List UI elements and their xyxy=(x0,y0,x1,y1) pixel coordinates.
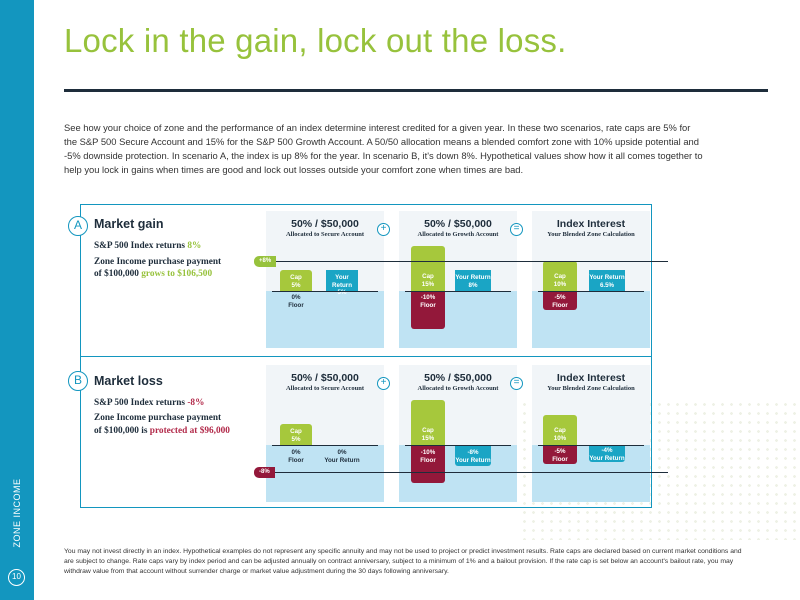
box-subheading: Allocated to Secure Account xyxy=(285,385,365,392)
cap-bar: Cap 15% xyxy=(411,400,445,445)
equals-icon: = xyxy=(510,223,523,236)
scenario-a-interest-box: Index Interest Your Blended Zone Calcula… xyxy=(532,211,650,348)
box-subheading: Your Blended Zone Calculation xyxy=(547,385,635,392)
box-heading: 50% / $50,000 xyxy=(291,218,359,230)
return-bar: -8% Your Return xyxy=(455,445,491,466)
panel-divider xyxy=(80,356,652,358)
scenario-b-index-tag: -8% xyxy=(254,467,275,478)
floor-bar: -10% Floor xyxy=(411,291,445,329)
box-heading: 50% / $50,000 xyxy=(291,372,359,384)
box-heading: Index Interest xyxy=(556,372,626,384)
side-band xyxy=(0,0,34,600)
page-number: 10 xyxy=(8,569,25,586)
scenario-a-index-line: S&P 500 Index returns 8% xyxy=(94,241,202,251)
floor-bar: -5% Floor xyxy=(543,445,577,464)
scenario-b-result-line: of $100,000 is protected at $96,000 xyxy=(94,426,230,436)
title-rule xyxy=(64,89,768,92)
scenario-b-index-line: S&P 500 Index returns -8% xyxy=(94,398,205,408)
scenario-b-secure-box: 50% / $50,000 Allocated to Secure Accoun… xyxy=(266,365,384,502)
floor-bar: -5% Floor xyxy=(543,291,577,310)
scenario-a-index-line-marker xyxy=(270,261,668,263)
cap-bar: Cap 10% xyxy=(543,261,577,291)
return-bar: Your Return 6.5% xyxy=(589,270,625,291)
box-heading: Index Interest xyxy=(556,218,626,230)
box-subheading: Allocated to Growth Account xyxy=(417,385,499,392)
scenario-a-secure-box: 50% / $50,000 Allocated to Secure Accoun… xyxy=(266,211,384,348)
plus-icon: + xyxy=(377,377,390,390)
scenario-b-interest-box: Index Interest Your Blended Zone Calcula… xyxy=(532,365,650,502)
return-bar: Your Return 8% xyxy=(455,270,491,291)
box-subheading: Allocated to Secure Account xyxy=(285,231,365,238)
scenario-b-growth-box: 50% / $50,000 Allocated to Growth Accoun… xyxy=(399,365,517,502)
scenario-a-index-tag: +8% xyxy=(254,256,277,267)
floor-bar: -10% Floor xyxy=(411,445,445,483)
page-title: Lock in the gain, lock out the loss. xyxy=(64,22,567,59)
cap-bar: Cap 15% xyxy=(411,246,445,291)
cap-bar: Cap 5% xyxy=(280,270,312,291)
scenario-a-result-line: of $100,000 grows to $106,500 xyxy=(94,269,213,279)
scenario-a-title: Market gain xyxy=(94,217,164,231)
return-label: 0% Your Return xyxy=(324,449,360,464)
box-heading: 50% / $50,000 xyxy=(424,218,492,230)
scenario-b-title: Market loss xyxy=(94,374,163,388)
box-subheading: Your Blended Zone Calculation xyxy=(547,231,635,238)
scenario-b-badge: B xyxy=(68,371,88,391)
scenario-b-payment-line: Zone Income purchase payment xyxy=(94,413,222,423)
plus-icon: + xyxy=(377,223,390,236)
cap-bar: Cap 10% xyxy=(543,415,577,445)
intro-paragraph: See how your choice of zone and the perf… xyxy=(64,122,703,175)
equals-icon: = xyxy=(510,377,523,390)
section-label: ZONE INCOME xyxy=(12,478,22,548)
return-bar: -4% Your Return xyxy=(589,445,625,462)
scenario-a-payment-line: Zone Income purchase payment xyxy=(94,257,222,267)
scenario-b-index-line-marker xyxy=(270,472,668,474)
scenario-a-growth-box: 50% / $50,000 Allocated to Growth Accoun… xyxy=(399,211,517,348)
box-heading: 50% / $50,000 xyxy=(424,372,492,384)
scenario-a-badge: A xyxy=(68,216,88,236)
floor-label: 0% Floor xyxy=(288,449,304,464)
cap-bar: Cap 5% xyxy=(280,424,312,445)
footnote: You may not invest directly in an index.… xyxy=(64,548,742,576)
floor-label: 0% Floor xyxy=(288,294,304,309)
return-bar: Your Return 5% xyxy=(326,270,358,296)
box-subheading: Allocated to Growth Account xyxy=(417,231,499,238)
